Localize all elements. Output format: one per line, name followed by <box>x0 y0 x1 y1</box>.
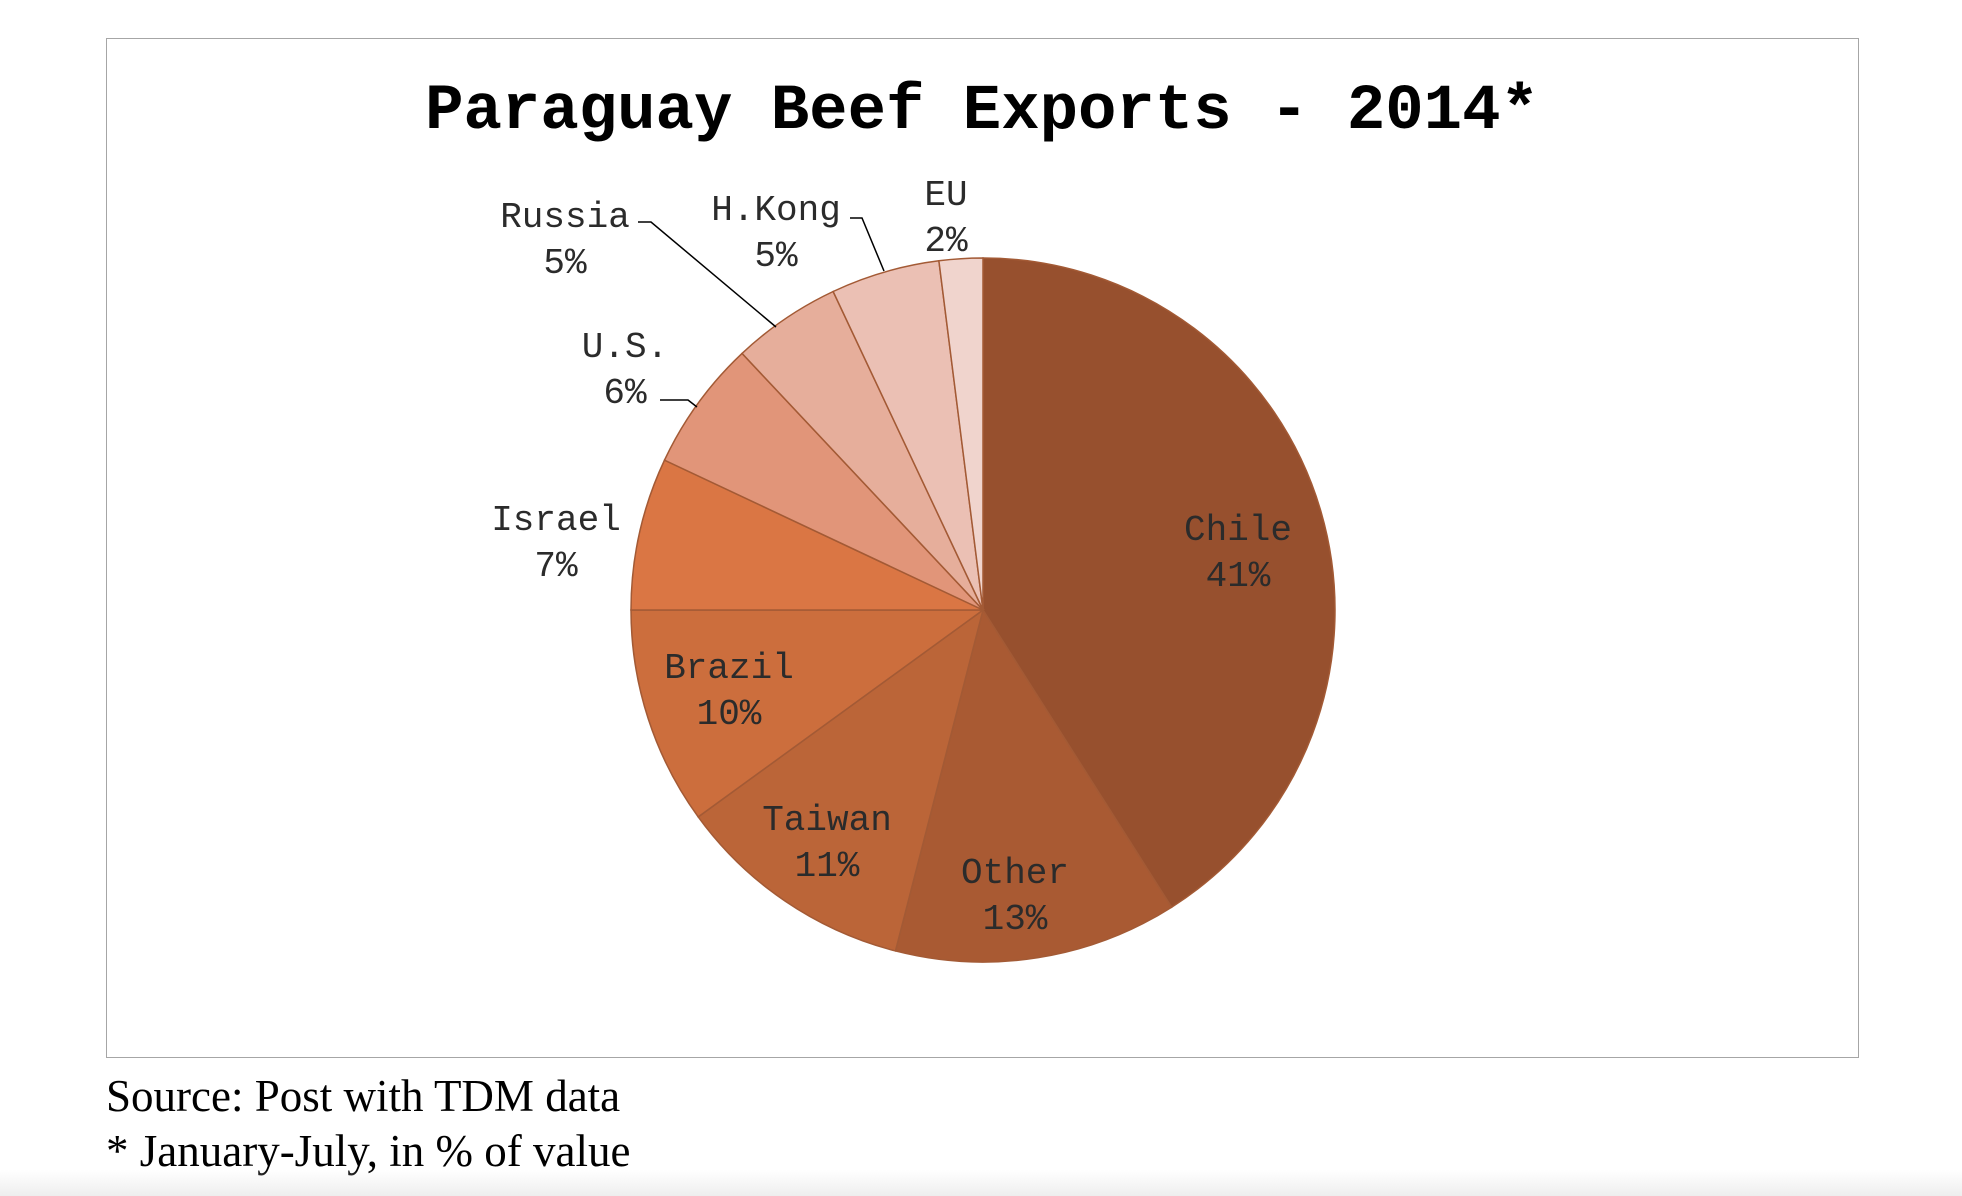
chart-title: Paraguay Beef Exports - 2014* <box>425 76 1539 148</box>
slice-label-u-s: U.S. 6% <box>582 327 668 414</box>
slice-label-brazil: Brazil 10% <box>664 648 794 735</box>
slice-label-eu: EU 2% <box>924 175 968 262</box>
slice-other <box>894 608 1173 963</box>
slice-brazil <box>630 609 986 818</box>
leader-line-h-kong <box>850 217 885 272</box>
leader-line-russia <box>638 221 777 328</box>
slice-eu <box>938 257 984 611</box>
slice-label-russia: Russia 5% <box>500 197 630 284</box>
slice-taiwan <box>697 608 985 952</box>
slice-label-taiwan: Taiwan 11% <box>762 800 892 887</box>
slice-label-h-kong: H.Kong 5% <box>711 190 841 277</box>
bottom-fade <box>0 1170 1962 1196</box>
slice-label-other: Other 13% <box>961 853 1069 940</box>
slice-chile <box>982 257 1336 909</box>
slice-israel <box>630 459 984 611</box>
slice-u-s <box>663 352 984 611</box>
slice-label-chile: Chile 41% <box>1184 510 1292 597</box>
source-note: Source: Post with TDM data <box>106 1071 621 1121</box>
period-note: * January-July, in % of value <box>106 1126 631 1176</box>
slice-label-israel: Israel 7% <box>491 500 621 587</box>
leader-line-u-s <box>660 399 698 408</box>
